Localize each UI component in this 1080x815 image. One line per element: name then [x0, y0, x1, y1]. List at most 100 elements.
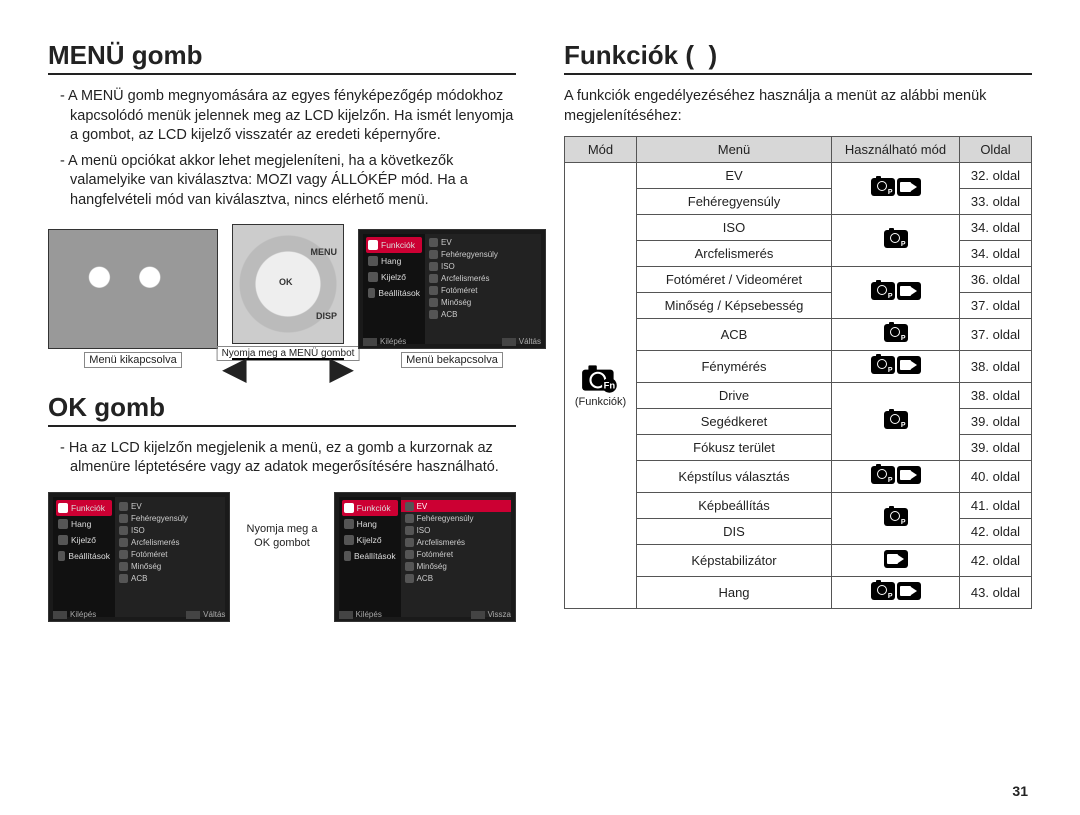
usable-mode-cell — [832, 383, 960, 461]
menu-paragraph-1: - A MENÜ gomb megnyomására az egyes fény… — [48, 87, 516, 146]
right-column: Funkciók ( Fn ) A funkciók engedélyezésé… — [564, 40, 1032, 622]
mode-cell: Fn(Funkciók) — [565, 163, 637, 609]
menu-left-item: Kijelző — [56, 532, 112, 548]
menu-screenshot-after-ok: FunkciókHangKijelzőBeállítások EVFehéreg… — [334, 492, 516, 622]
menu-left-item: Hang — [342, 516, 398, 532]
menu-paragraph-2: - A menü opciókat akkor lehet megjelenít… — [48, 152, 516, 211]
usable-mode-cell — [832, 351, 960, 383]
menu-cell: Képstílus választás — [637, 461, 832, 493]
menu-cell: Képbeállítás — [637, 493, 832, 519]
page-cell: 40. oldal — [960, 461, 1032, 493]
page-cell: 39. oldal — [960, 435, 1032, 461]
photo-mode-icon — [884, 230, 908, 248]
functions-intro: A funkciók engedélyezéséhez használja a … — [564, 87, 1032, 126]
menu-left-item: Funkciók — [366, 237, 422, 253]
heading-menu-button: MENÜ gomb — [48, 40, 516, 75]
menu-left-item: Hang — [56, 516, 112, 532]
camera-fn-icon: Fn — [580, 363, 622, 393]
usable-mode-cell — [832, 163, 960, 215]
menu-cell: ACB — [637, 319, 832, 351]
menu-right-item: ISO — [119, 524, 221, 536]
menu-cell: Hang — [637, 577, 832, 609]
camera-buttons-thumbnail: MENU OK DISP — [232, 224, 344, 344]
page-cell: 32. oldal — [960, 163, 1032, 189]
th-mode: Mód — [565, 137, 637, 163]
menu-right-item: ISO — [429, 261, 537, 273]
menu-right-item: Minőség — [429, 297, 537, 309]
caption-menu-on: Menü bekapcsolva — [401, 352, 503, 368]
page-cell: 38. oldal — [960, 351, 1032, 383]
menu-cell: Fókusz terület — [637, 435, 832, 461]
photo-mode-icon — [884, 324, 908, 342]
menu-cell: Drive — [637, 383, 832, 409]
menu-on-screenshot: FunkciókHangKijelzőBeállítások EVFehéreg… — [358, 229, 546, 349]
menu-cell: Fehéregyensúly — [637, 189, 832, 215]
table-row: Fn(Funkciók)EV32. oldal — [565, 163, 1032, 189]
menu-left-item: Beállítások — [56, 548, 112, 564]
usable-mode-cell — [832, 267, 960, 319]
menu-right-item: Arcfelismerés — [429, 273, 537, 285]
page-cell: 34. oldal — [960, 241, 1032, 267]
page-cell: 42. oldal — [960, 519, 1032, 545]
press-ok-label: Nyomja meg aOK gombot — [238, 492, 325, 551]
menu-right-item: EV — [429, 237, 537, 249]
menu-left-item: Kijelző — [342, 532, 398, 548]
ok-paragraph-1: - Ha az LCD kijelzőn megjelenik a menü, … — [48, 439, 516, 478]
menu-right-item: Arcfelismerés — [405, 536, 507, 548]
menu-right-item: ACB — [429, 309, 537, 321]
page-cell: 37. oldal — [960, 293, 1032, 319]
menu-right-item: Fotóméret — [429, 285, 537, 297]
photo-mode-icon — [871, 282, 895, 300]
menu-screenshot-before-ok: FunkciókHangKijelzőBeállítások EVFehéreg… — [48, 492, 230, 622]
photo-mode-icon — [884, 508, 908, 526]
ok-illustration-row: FunkciókHangKijelzőBeállítások EVFehéreg… — [48, 492, 516, 622]
menu-right-item: Minőség — [405, 560, 507, 572]
menu-cell: Fénymérés — [637, 351, 832, 383]
photo-mode-icon — [884, 411, 908, 429]
svg-text:Fn: Fn — [603, 381, 615, 392]
usable-mode-cell — [832, 545, 960, 577]
page-cell: 34. oldal — [960, 215, 1032, 241]
btn-label-disp: DISP — [316, 311, 337, 321]
usable-mode-cell — [832, 461, 960, 493]
menu-right-item: ACB — [119, 572, 221, 584]
functions-table: Mód Menü Használható mód Oldal Fn(Funkci… — [564, 136, 1032, 609]
photo-mode-icon — [871, 582, 895, 600]
usable-mode-cell — [832, 215, 960, 267]
menu-right-item: Arcfelismerés — [119, 536, 221, 548]
page-cell: 38. oldal — [960, 383, 1032, 409]
btn-label-menu: MENU — [311, 247, 338, 257]
page-cell: 36. oldal — [960, 267, 1032, 293]
video-mode-icon — [897, 582, 921, 600]
menu-right-item: Fehéregyensúly — [405, 512, 507, 524]
menu-cell: EV — [637, 163, 832, 189]
menu-right-item: Fotóméret — [119, 548, 221, 560]
page-cell: 33. oldal — [960, 189, 1032, 215]
left-column: MENÜ gomb - A MENÜ gomb megnyomására az … — [48, 40, 516, 622]
menu-right-item: ISO — [405, 524, 507, 536]
menu-right-item: Fotóméret — [405, 548, 507, 560]
menu-right-item: Fehéregyensúly — [429, 249, 537, 261]
menu-left-item: Beállítások — [366, 285, 422, 301]
menu-left-item: Funkciók — [56, 500, 112, 516]
menu-illustration-row: Menü kikapcsolva MENU OK DISP Nyomja meg… — [48, 224, 516, 368]
photo-thumbnail — [48, 229, 218, 349]
menu-cell: Minőség / Képsebesség — [637, 293, 832, 319]
th-page: Oldal — [960, 137, 1032, 163]
video-mode-icon — [897, 282, 921, 300]
video-mode-icon — [884, 550, 908, 568]
photo-mode-icon — [871, 178, 895, 196]
menu-left-item: Funkciók — [342, 500, 398, 516]
menu-left-item: Beállítások — [342, 548, 398, 564]
menu-cell: Arcfelismerés — [637, 241, 832, 267]
menu-cell: ISO — [637, 215, 832, 241]
menu-right-item: ACB — [405, 572, 507, 584]
page-cell: 41. oldal — [960, 493, 1032, 519]
video-mode-icon — [897, 178, 921, 196]
video-mode-icon — [897, 356, 921, 374]
btn-label-ok: OK — [279, 277, 293, 287]
page-cell: 43. oldal — [960, 577, 1032, 609]
menu-cell: Segédkeret — [637, 409, 832, 435]
menu-cell: Fotóméret / Videoméret — [637, 267, 832, 293]
double-arrow-icon: ◀▶ — [228, 358, 348, 360]
